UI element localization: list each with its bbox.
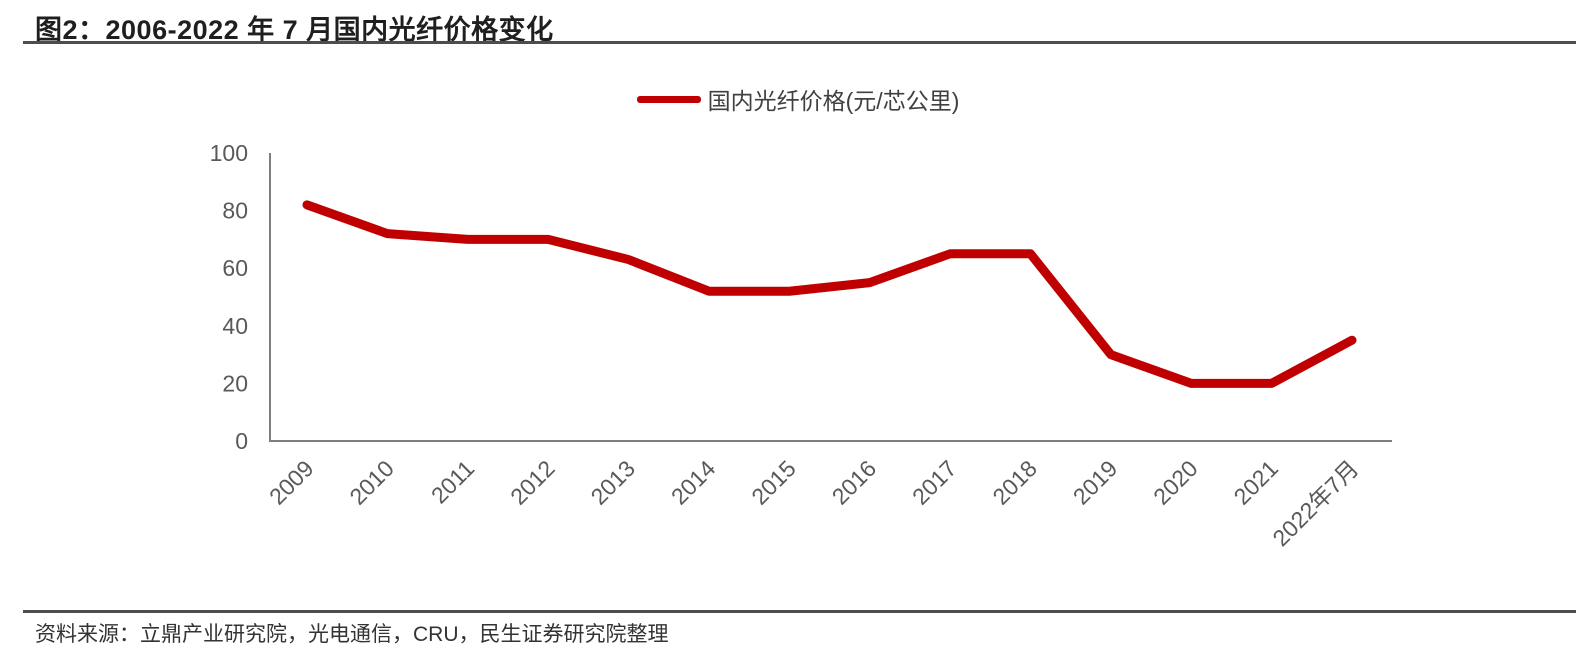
title-underline xyxy=(23,41,1576,44)
x-axis-tick-label: 2013 xyxy=(586,455,641,510)
legend-line-swatch xyxy=(636,95,701,103)
x-axis-tick-label: 2020 xyxy=(1148,455,1203,510)
chart-axes xyxy=(269,153,1392,442)
x-axis-tick-label: 2010 xyxy=(344,455,399,510)
x-axis-tick-label: 2011 xyxy=(426,455,479,508)
x-axis-tick-label: 2022年7月 xyxy=(1267,455,1363,551)
source-note: 资料来源：立鼎产业研究院，光电通信，CRU，民生证券研究院整理 xyxy=(35,623,669,646)
figure-title: 图2：2006-2022 年 7 月国内光纤价格变化 xyxy=(35,15,554,45)
price-line-series xyxy=(302,200,1357,388)
y-axis-tick-label: 0 xyxy=(235,428,248,454)
x-axis-tick-label: 2016 xyxy=(827,455,882,510)
y-axis-tick-label: 40 xyxy=(222,313,248,339)
x-axis-tick-label: 2015 xyxy=(746,455,801,510)
x-axis-tick-label: 2018 xyxy=(987,455,1042,510)
x-axis-tick-label: 2021 xyxy=(1229,455,1284,510)
x-axis-tick-label: 2012 xyxy=(505,455,560,510)
y-axis-tick-label: 60 xyxy=(222,255,248,281)
y-axis-tick-label: 20 xyxy=(222,370,248,396)
x-axis-tick-label: 2017 xyxy=(907,455,962,510)
x-axis-tick-label: 2019 xyxy=(1068,455,1123,510)
chart-legend: 国内光纤价格(元/芯公里) xyxy=(0,82,1596,116)
y-axis-tick-label: 80 xyxy=(222,198,248,224)
x-axis-tick-label: 2009 xyxy=(264,455,319,510)
legend-label: 国内光纤价格(元/芯公里) xyxy=(707,88,960,114)
y-axis-tick-label: 100 xyxy=(210,140,248,166)
x-axis-tick-label: 2014 xyxy=(666,455,721,510)
footer-rule xyxy=(23,610,1576,613)
